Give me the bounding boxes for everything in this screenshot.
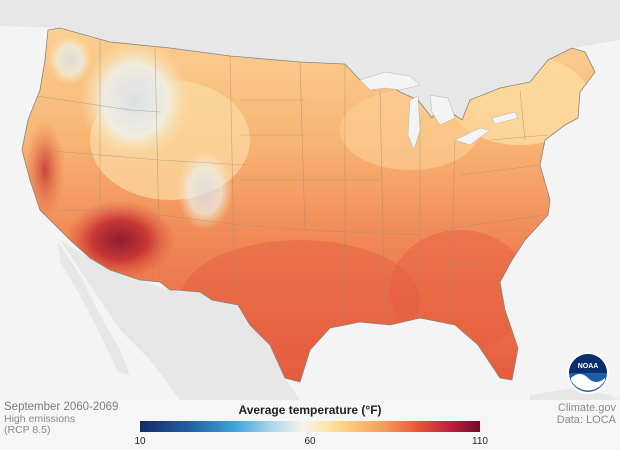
us-temperature-map: NOAA (0, 0, 620, 400)
legend-color-bar (140, 421, 480, 432)
scenario-rcp-label: (RCP 8.5) (4, 424, 51, 436)
map-caption: September 2060-2069 High emissions (RCP … (4, 401, 119, 437)
scenario-label: High emissions (4, 412, 76, 425)
mexico-land (60, 240, 300, 400)
noaa-logo-text: NOAA (578, 363, 599, 370)
lake-huron (429, 94, 456, 126)
lake-ontario (491, 111, 519, 125)
legend-tick-min: 10 (134, 436, 146, 447)
legend-tick-max: 110 (472, 436, 488, 447)
period-label: September 2060-2069 (4, 401, 119, 413)
state-borders (29, 40, 549, 331)
credits: Climate.gov Data: LOCA (557, 402, 616, 426)
source-credit: Climate.gov (557, 402, 616, 414)
us-outline (21, 27, 596, 383)
lake-superior (359, 71, 421, 91)
legend-title: Average temperature (°F) (238, 403, 382, 417)
canada-land (0, 0, 620, 120)
lake-erie (454, 127, 491, 146)
legend-tick-mid: 60 (304, 436, 316, 447)
great-lakes (359, 71, 519, 151)
noaa-logo-icon: NOAA (567, 352, 609, 394)
baja-peninsula (58, 242, 130, 375)
cuba-land (530, 388, 620, 400)
lake-michigan (407, 95, 421, 151)
data-credit: Data: LOCA (556, 414, 616, 426)
